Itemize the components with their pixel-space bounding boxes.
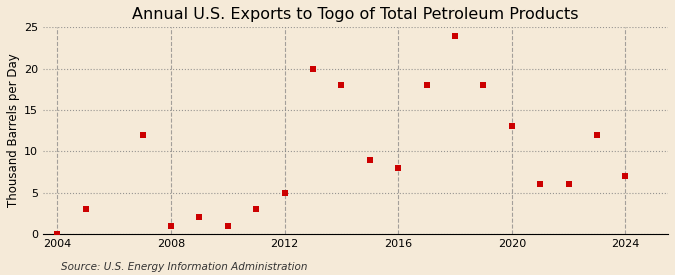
Point [478,83,489,87]
Title: Annual U.S. Exports to Togo of Total Petroleum Products: Annual U.S. Exports to Togo of Total Pet… [132,7,579,22]
Point [592,133,603,137]
Point [506,124,517,129]
Point [137,133,148,137]
Point [165,224,176,228]
Point [450,33,460,38]
Point [279,190,290,195]
Point [80,207,91,211]
Point [535,182,545,186]
Point [393,166,404,170]
Point [250,207,261,211]
Point [308,66,319,71]
Point [194,215,205,220]
Point [364,157,375,162]
Point [52,232,63,236]
Point [563,182,574,186]
Point [620,174,631,178]
Point [421,83,432,87]
Y-axis label: Thousand Barrels per Day: Thousand Barrels per Day [7,54,20,207]
Point [222,224,233,228]
Text: Source: U.S. Energy Information Administration: Source: U.S. Energy Information Administ… [61,262,307,272]
Point [336,83,347,87]
